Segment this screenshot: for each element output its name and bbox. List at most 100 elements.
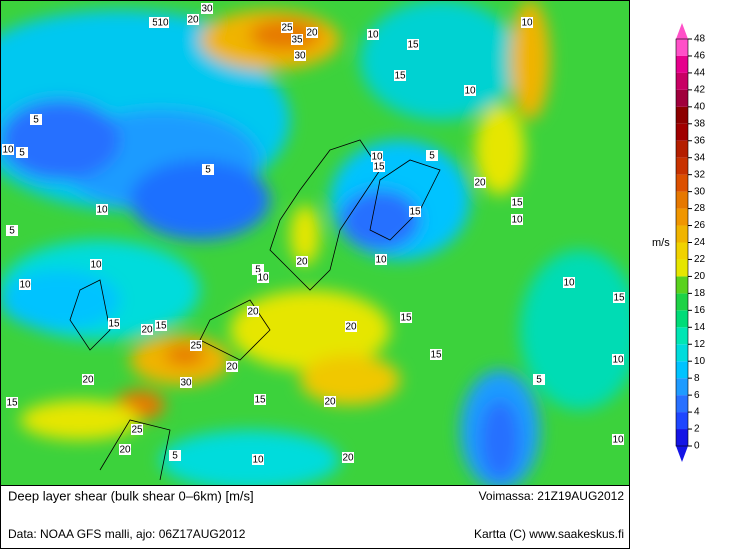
- contour-label: 10: [612, 435, 624, 446]
- contour-label-bg: [342, 452, 354, 463]
- contour-label: 10: [90, 260, 102, 271]
- contour-label-bg: [90, 259, 102, 270]
- contour-label-bg: [294, 50, 306, 61]
- contour-label: 30: [180, 378, 192, 389]
- colorbar-band: [676, 174, 688, 192]
- contour-label: 15: [613, 293, 625, 304]
- colorbar-label: 34: [694, 152, 706, 163]
- contour-label: 15: [400, 313, 412, 324]
- colorbar-band: [676, 123, 688, 141]
- contour-label-bg: [82, 374, 94, 385]
- contour-label-bg: [613, 292, 625, 303]
- contour-label: 10: [375, 255, 387, 266]
- colorbar-band: [676, 191, 688, 209]
- contour-label: 10: [612, 355, 624, 366]
- contour-label-bg: [190, 340, 202, 351]
- contour-label-bg: [394, 70, 406, 81]
- colorbar-band: [676, 293, 688, 311]
- colorbar-band: [676, 106, 688, 124]
- contour-label-bg: [155, 320, 167, 331]
- contour-label-bg: [202, 164, 214, 175]
- contour-label: 30: [201, 4, 213, 15]
- contour-label: 10: [257, 273, 269, 284]
- colorbar-band: [676, 39, 688, 56]
- contour-label: 5: [205, 165, 211, 176]
- unit: m/s: [652, 237, 670, 249]
- colorbar-band: [676, 429, 688, 446]
- colorbar-band: [676, 242, 688, 260]
- colorbar-above: [676, 23, 688, 39]
- contour-label-bg: [281, 22, 293, 33]
- contour-label: 15: [254, 395, 266, 406]
- colorbar-band: [676, 310, 688, 328]
- colorbar-label: 10: [694, 356, 706, 367]
- contour-label-bg: [464, 85, 476, 96]
- colorbar-band: [676, 378, 688, 396]
- colorbar-label: 42: [694, 85, 706, 96]
- contour-label-bg: [511, 214, 523, 225]
- contour-label: 5: [9, 226, 15, 237]
- colorbar-band: [676, 395, 688, 413]
- colorbar-band: [676, 361, 688, 379]
- coastline: [69, 139, 441, 481]
- contour-label-bg: [291, 34, 303, 45]
- contour-label: 10: [464, 86, 476, 97]
- contour-label-bg: [511, 197, 523, 208]
- contour-label: 10: [367, 30, 379, 41]
- contour-label: 15: [108, 319, 120, 330]
- contour-label: 10: [157, 18, 169, 29]
- contour-label: 10: [2, 145, 14, 156]
- colorbar-band: [676, 412, 688, 430]
- contour-label: 25: [190, 341, 202, 352]
- colorbar-band: [676, 259, 688, 277]
- colorbar-label: 14: [694, 322, 706, 333]
- colorbar-below: [676, 446, 688, 462]
- colorbar-band: [676, 140, 688, 158]
- colorbar-band: [676, 344, 688, 362]
- contour-label-bg: [201, 3, 213, 14]
- contour-label-bg: [371, 151, 383, 162]
- colorbar-label: 0: [694, 441, 700, 452]
- source: Data: NOAA GFS malli, ajo: 06Z17AUG2012: [8, 527, 246, 541]
- valid-time: Voimassa: 21Z19AUG2012: [479, 489, 625, 503]
- contour-label-bg: [252, 264, 264, 275]
- contour-label: 10: [563, 278, 575, 289]
- contour-label-bg: [563, 277, 575, 288]
- contour-label: 10: [511, 215, 523, 226]
- title: Deep layer shear (bulk shear 0–6km) [m/s…: [8, 488, 254, 503]
- contour-label: 35: [291, 35, 303, 46]
- contour-label-bg: [345, 321, 357, 332]
- contour-label: 15: [6, 398, 18, 409]
- contour-label: 20: [345, 322, 357, 333]
- contour-label: 20: [119, 445, 131, 456]
- contour-label-bg: [247, 306, 259, 317]
- contour-label-bg: [16, 147, 28, 158]
- colorbar-label: 22: [694, 254, 706, 265]
- contour-label-bg: [400, 312, 412, 323]
- contour-label-bg: [187, 14, 199, 25]
- colorbar-label: 4: [694, 407, 700, 418]
- contour-label: 20: [226, 362, 238, 373]
- contour-label: 5: [536, 375, 542, 386]
- contour-label: 15: [394, 71, 406, 82]
- colorbar-label: 2: [694, 424, 700, 435]
- contour-label-bg: [257, 272, 269, 283]
- colorbar-band: [676, 72, 688, 90]
- contour-label: 15: [430, 350, 442, 361]
- contour-label: 15: [155, 321, 167, 332]
- colorbar-band: [676, 327, 688, 345]
- contour-label: 25: [281, 23, 293, 34]
- colorbar-band: [676, 89, 688, 107]
- contour-label: 20: [82, 375, 94, 386]
- contour-label: 15: [407, 40, 419, 51]
- contour-label-bg: [407, 39, 419, 50]
- contour-label: 5: [33, 115, 39, 126]
- contour-label-bg: [521, 17, 533, 28]
- contour-label-bg: [474, 177, 486, 188]
- contour-label-bg: [324, 396, 336, 407]
- contour-label-bg: [108, 318, 120, 329]
- colorbar-label: 20: [694, 271, 706, 282]
- contour-label-bg: [141, 324, 153, 335]
